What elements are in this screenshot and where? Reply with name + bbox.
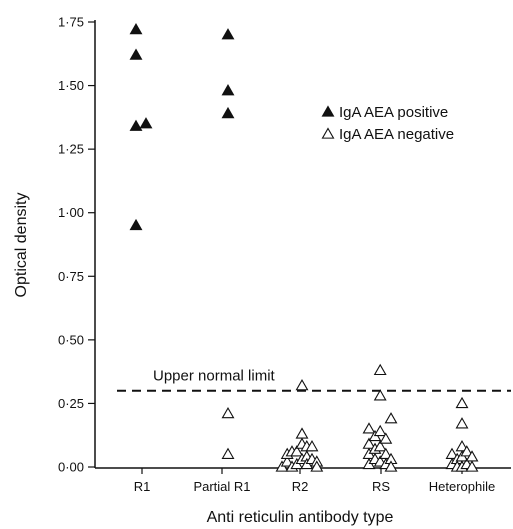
point-negative xyxy=(465,460,479,472)
y-tick-label: 1·75 xyxy=(58,15,84,30)
point-negative xyxy=(384,412,398,424)
point-positive xyxy=(129,23,143,35)
point-negative xyxy=(373,389,387,401)
y-tick-label: 0·75 xyxy=(58,269,84,284)
point-negative xyxy=(455,396,469,409)
axes xyxy=(94,20,511,469)
y-tick-label: 0·25 xyxy=(58,396,84,411)
point-negative xyxy=(455,417,469,429)
y-tick-label: 1·25 xyxy=(58,142,84,157)
y-axis-title: Optical density xyxy=(13,193,30,298)
point-negative xyxy=(373,440,387,452)
point-positive xyxy=(129,119,143,131)
point-positive xyxy=(221,28,235,40)
x-tick-label: Partial R1 xyxy=(193,479,250,494)
x-axis-title: Anti reticulin antibody type xyxy=(207,509,394,526)
point-negative xyxy=(221,406,235,419)
x-tick-label: R1 xyxy=(134,479,151,494)
y-tick-label: 1·00 xyxy=(58,205,84,220)
point-positive xyxy=(129,48,143,60)
point-positive xyxy=(139,117,153,129)
legend-box xyxy=(316,97,512,153)
y-tick-label: 0·00 xyxy=(58,460,84,475)
point-negative xyxy=(305,440,319,452)
point-negative xyxy=(373,424,387,437)
legend-label: IgA AEA negative xyxy=(339,126,454,143)
legend-label: IgA AEA positive xyxy=(339,104,448,121)
tick-group: 0·00 0·25 0·50 0·75 1·00 1·25 1·50 1·75 R1 Partia… xyxy=(58,15,495,495)
x-tick-label: RS xyxy=(372,479,390,494)
point-negative xyxy=(373,363,387,376)
point-positive xyxy=(221,106,235,119)
point-negative xyxy=(310,460,324,472)
point-negative xyxy=(221,447,235,459)
point-positive xyxy=(221,84,235,96)
point-negative xyxy=(384,460,398,472)
point-negative xyxy=(379,432,393,444)
legend-marker xyxy=(321,105,335,117)
x-tick-label: Heterophile xyxy=(429,479,496,494)
y-tick-label: 0·50 xyxy=(58,332,84,347)
point-negative xyxy=(280,455,294,467)
upper-normal-limit-label: Upper normal limit xyxy=(153,368,276,385)
point-negative xyxy=(460,445,474,457)
data-points xyxy=(129,23,479,472)
y-tick-label: 1·50 xyxy=(58,78,84,93)
x-tick-label: R2 xyxy=(292,479,309,494)
point-negative xyxy=(362,422,376,434)
point-negative xyxy=(295,379,309,391)
legend: IgA AEA positive IgA AEA negative xyxy=(316,97,512,153)
point-negative xyxy=(290,445,304,457)
point-positive xyxy=(129,218,143,231)
point-negative xyxy=(295,427,309,439)
legend-marker xyxy=(321,127,335,139)
